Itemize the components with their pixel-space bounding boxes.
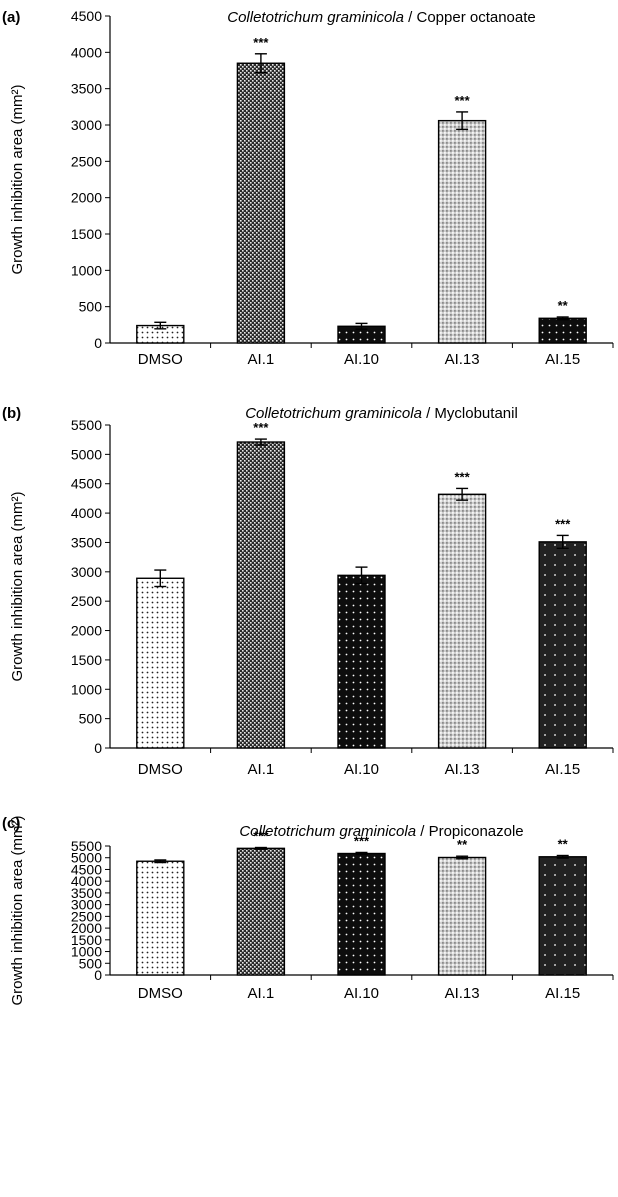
panel-label: (a): [2, 9, 20, 26]
y-tick-label: 1500: [71, 932, 102, 948]
title-species: Colletotrichum graminicola: [227, 9, 404, 26]
y-tick-label: 4000: [71, 505, 102, 521]
x-tick-label: DMSO: [138, 351, 183, 368]
x-tick-label: DMSO: [138, 761, 183, 778]
y-tick-label: 2000: [71, 623, 102, 639]
chart-title: Colletotrichum graminicola / Propiconazo…: [239, 823, 523, 840]
bar-ai-1: [236, 441, 286, 749]
y-tick-label: 3500: [71, 885, 102, 901]
significance-mark: ***: [354, 833, 370, 848]
y-tick-label: 4500: [71, 8, 102, 24]
chart-panel-3: (c) Colletotrichum graminicola / Propicon…: [2, 815, 614, 1006]
y-tick-label: 5000: [71, 850, 102, 866]
y-tick-label: 2000: [71, 190, 102, 206]
y-tick-label: 1500: [71, 226, 102, 242]
bar-ai-13: [437, 493, 487, 749]
y-axis-label: Growth inhibition area (mm²): [9, 815, 26, 1005]
x-tick-label: DMSO: [138, 985, 183, 1002]
bar-ai-10: [337, 574, 386, 749]
y-tick-label: 5000: [71, 446, 102, 462]
y-tick-label: 500: [79, 299, 103, 315]
y-tick-label: 5500: [71, 838, 102, 854]
y-tick-label: 3500: [71, 534, 102, 550]
bar-ai-1: [236, 62, 286, 344]
y-axis-label: Growth inhibition area (mm²): [9, 84, 26, 274]
y-tick-label: 3000: [71, 897, 102, 913]
x-tick-label: AI.13: [445, 761, 480, 778]
significance-mark: **: [558, 836, 569, 851]
bar-ai-13: [437, 119, 487, 344]
x-tick-label: AI.1: [248, 761, 275, 778]
significance-mark: **: [558, 298, 569, 313]
y-tick-label: 5500: [71, 417, 102, 433]
significance-mark: ***: [253, 35, 269, 50]
x-tick-label: AI.15: [545, 761, 580, 778]
y-tick-label: 4000: [71, 873, 102, 889]
y-tick-label: 3000: [71, 564, 102, 580]
significance-mark: ***: [253, 829, 269, 844]
y-tick-label: 2500: [71, 908, 102, 924]
chart-panel-2: (b) Colletotrichum graminicola / Myclobut…: [2, 405, 614, 778]
x-tick-label: AI.1: [248, 351, 275, 368]
y-tick-label: 0: [94, 740, 102, 756]
bar-ai-15: [538, 856, 587, 976]
bar-ai-15: [538, 541, 587, 749]
title-species: Colletotrichum graminicola: [245, 405, 422, 422]
title-treatment: / Propiconazole: [416, 823, 524, 840]
y-tick-label: 4000: [71, 44, 102, 60]
y-tick-label: 3500: [71, 81, 102, 97]
significance-mark: ***: [253, 420, 269, 435]
x-tick-label: AI.10: [344, 761, 379, 778]
significance-mark: ***: [455, 93, 471, 108]
y-tick-label: 1000: [71, 944, 102, 960]
title-treatment: / Copper octanoate: [404, 9, 536, 26]
y-tick-label: 4500: [71, 476, 102, 492]
y-tick-label: 1000: [71, 262, 102, 278]
y-tick-label: 1500: [71, 652, 102, 668]
bar-ai-15: [538, 317, 587, 344]
y-tick-label: 3000: [71, 117, 102, 133]
y-tick-label: 500: [79, 955, 103, 971]
significance-mark: ***: [455, 469, 471, 484]
x-tick-label: AI.13: [445, 351, 480, 368]
x-tick-label: AI.10: [344, 985, 379, 1002]
x-tick-label: AI.15: [545, 985, 580, 1002]
bar-dmso: [136, 860, 185, 976]
chart-title: Colletotrichum graminicola / Myclobutani…: [245, 405, 518, 422]
y-tick-label: 2000: [71, 920, 102, 936]
significance-mark: **: [457, 837, 468, 852]
panel-label: (c): [2, 815, 20, 832]
y-tick-label: 0: [94, 335, 102, 351]
y-tick-label: 2500: [71, 153, 102, 169]
y-tick-label: 4500: [71, 861, 102, 877]
panels: (a) Colletotrichum graminicola / Copper o…: [2, 8, 614, 1006]
x-tick-label: AI.10: [344, 351, 379, 368]
bar-ai-1: [236, 847, 286, 976]
y-tick-label: 0: [94, 967, 102, 983]
significance-mark: ***: [555, 516, 571, 531]
panel-label: (b): [2, 405, 21, 422]
x-tick-label: AI.13: [445, 985, 480, 1002]
x-tick-label: AI.1: [248, 985, 275, 1002]
x-tick-label: AI.15: [545, 351, 580, 368]
title-species: Colletotrichum graminicola: [239, 823, 416, 840]
chart-title: Colletotrichum graminicola / Copper octa…: [227, 9, 536, 26]
bar-ai-13: [437, 856, 487, 976]
bar-ai-10: [337, 852, 386, 976]
y-tick-label: 500: [79, 711, 103, 727]
y-axis-label: Growth inhibition area (mm²): [9, 491, 26, 681]
y-tick-label: 2500: [71, 593, 102, 609]
title-treatment: / Myclobutanil: [422, 405, 518, 422]
y-tick-label: 1000: [71, 681, 102, 697]
bar-dmso: [136, 577, 185, 749]
chart-panel-1: (a) Colletotrichum graminicola / Copper o…: [2, 8, 614, 368]
